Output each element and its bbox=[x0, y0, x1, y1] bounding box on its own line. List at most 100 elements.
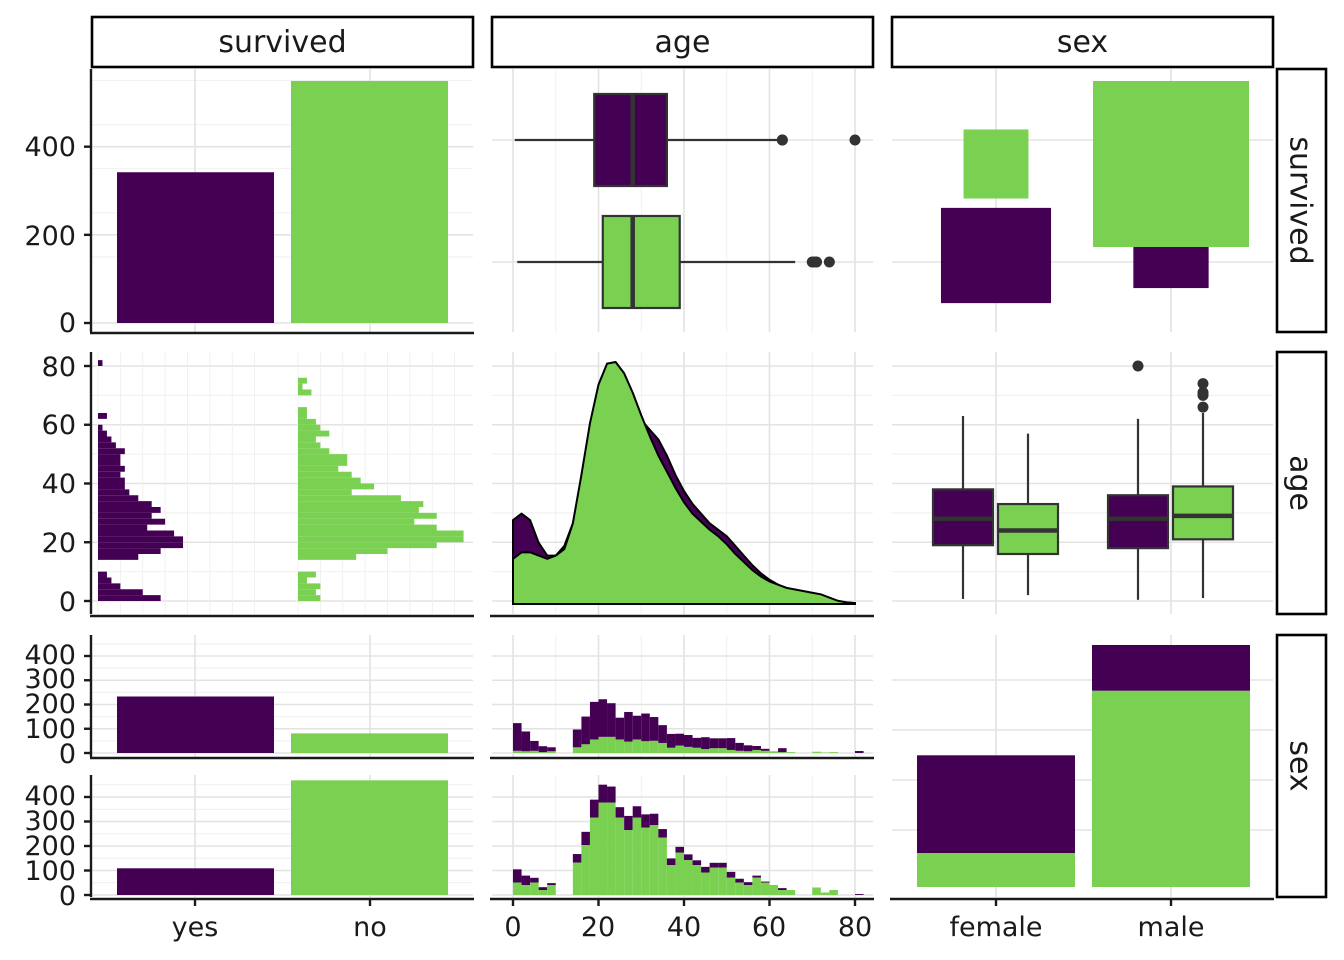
hist-female-yes-bin bbox=[718, 738, 727, 749]
strip-row-sex-label: sex bbox=[1283, 740, 1318, 791]
hist-male-no-bin bbox=[607, 802, 616, 895]
tick-label-age-y-40: 40 bbox=[42, 469, 76, 500]
tick-label-age-y-60: 60 bbox=[42, 410, 76, 441]
tick-label-male-100: 100 bbox=[24, 856, 76, 887]
hist-age-yes-bin bbox=[98, 530, 175, 537]
hist-age-yes-bin bbox=[98, 554, 139, 560]
tick-label-count-0: 0 bbox=[59, 308, 76, 339]
hist-female-no-bin bbox=[521, 751, 531, 753]
box-age-no-box bbox=[601, 214, 681, 310]
hist-age-yes-bin bbox=[98, 465, 125, 472]
hist-age-no-bin bbox=[298, 407, 307, 413]
hist-female-no-bin bbox=[812, 751, 821, 753]
hist-male-no-bin bbox=[743, 885, 753, 895]
hist-age-yes-bin bbox=[98, 595, 161, 601]
hist-age-no-bin bbox=[298, 507, 419, 513]
hist-female-no-bin bbox=[752, 749, 761, 753]
hist-age-no-bin bbox=[298, 583, 321, 590]
hist-female-yes-bin bbox=[538, 746, 548, 753]
hist-male-yes-bin bbox=[624, 815, 633, 831]
tick-label-age-y-80: 80 bbox=[42, 352, 76, 383]
hist-male-no-bin bbox=[786, 890, 796, 895]
hist-age-no-bin bbox=[298, 465, 339, 472]
hist-male-no-bin bbox=[530, 882, 539, 895]
strip-col-survived-label: survived bbox=[218, 25, 346, 60]
hist-female-yes-bin bbox=[624, 711, 633, 742]
tick-label-yes: yes bbox=[172, 912, 219, 943]
bar-survived-no bbox=[291, 81, 448, 323]
hist-age-yes-bin bbox=[98, 571, 107, 578]
box-age-no-outlier bbox=[823, 256, 835, 268]
strip-col-survived bbox=[90, 15, 475, 69]
strip-col-sex-label: sex bbox=[1057, 25, 1108, 60]
hist-male-yes-bin bbox=[513, 869, 522, 883]
mosaic-male-no bbox=[1093, 81, 1249, 247]
stack-female-yes bbox=[917, 755, 1075, 854]
bar-male-no bbox=[291, 780, 448, 895]
hist-female-no-bin bbox=[692, 747, 702, 753]
tick-label-female-200: 200 bbox=[24, 689, 76, 720]
strip-row-survived-label: survived bbox=[1283, 136, 1318, 264]
tick-label-age-x-40: 40 bbox=[667, 912, 701, 943]
hist-age-yes-bin bbox=[98, 483, 125, 490]
hist-female-yes-bin bbox=[641, 713, 650, 742]
hist-female-yes-bin bbox=[572, 729, 582, 748]
tick-label-male: male bbox=[1138, 912, 1205, 943]
hist-female-yes-bin bbox=[855, 751, 864, 753]
hist-age-yes-bin bbox=[98, 360, 103, 366]
hist-age-yes-bin bbox=[98, 507, 161, 513]
hist-male-yes-bin bbox=[572, 854, 582, 863]
hist-female-no-bin bbox=[743, 751, 753, 753]
hist-age-yes-bin bbox=[98, 512, 152, 519]
hist-age-yes-bin bbox=[98, 589, 143, 596]
tick-label-age-x-20: 20 bbox=[581, 912, 615, 943]
tick-label-male-200: 200 bbox=[24, 831, 76, 862]
hist-male-yes-bin bbox=[701, 866, 710, 873]
hist-female-no-bin bbox=[530, 750, 539, 753]
hist-male-no-bin bbox=[521, 885, 531, 895]
hist-age-no-bin bbox=[298, 436, 316, 443]
hist-age-yes-bin bbox=[98, 542, 184, 549]
hist-female-yes-bin bbox=[615, 717, 625, 740]
hist-male-yes-bin bbox=[735, 878, 744, 883]
stack-female-no bbox=[917, 853, 1075, 887]
bar-male-yes bbox=[117, 868, 274, 895]
hist-age-yes-bin bbox=[98, 448, 125, 455]
hist-female-no-bin bbox=[735, 750, 744, 753]
hist-age-yes-bin bbox=[98, 489, 130, 496]
hist-age-no-bin bbox=[298, 383, 303, 390]
hist-male-no-bin bbox=[684, 860, 693, 895]
hist-age-no-bin bbox=[298, 512, 437, 519]
box-male-no-outlier bbox=[1197, 386, 1209, 398]
hist-age-yes-bin bbox=[98, 436, 112, 443]
hist-male-no-bin bbox=[615, 817, 625, 895]
hist-age-yes-bin bbox=[98, 442, 116, 449]
box-male-no-outlier bbox=[1197, 401, 1209, 413]
hist-age-no-bin bbox=[298, 518, 415, 525]
hist-male-no-bin bbox=[760, 882, 770, 895]
hist-female-no-bin bbox=[726, 749, 736, 753]
hist-female-yes-bin bbox=[547, 747, 556, 752]
tick-label-female-0: 0 bbox=[59, 739, 76, 770]
hist-male-yes-bin bbox=[598, 784, 608, 803]
hist-female-no-bin bbox=[538, 752, 548, 753]
hist-age-yes-bin bbox=[98, 524, 148, 531]
hist-male-no-bin bbox=[726, 877, 736, 895]
hist-age-yes-bin bbox=[98, 583, 121, 590]
hist-female-yes-bin bbox=[530, 740, 539, 751]
hist-female-yes-bin bbox=[709, 738, 719, 749]
hist-male-yes-bin bbox=[547, 883, 556, 886]
hist-male-no-bin bbox=[812, 887, 821, 895]
hist-female-no-bin bbox=[589, 739, 599, 753]
mosaic-female-no bbox=[963, 129, 1029, 199]
box-age-yes-outlier bbox=[776, 134, 788, 146]
hist-female-no-bin bbox=[641, 741, 650, 753]
hist-female-no-bin bbox=[624, 741, 633, 753]
mosaic-female-yes bbox=[940, 207, 1052, 304]
hist-female-yes-bin bbox=[675, 733, 684, 746]
hist-female-no-bin bbox=[718, 748, 727, 753]
hist-age-no-bin bbox=[298, 577, 307, 584]
strip-row-sex bbox=[1275, 633, 1328, 899]
hist-male-no-bin bbox=[829, 890, 838, 895]
